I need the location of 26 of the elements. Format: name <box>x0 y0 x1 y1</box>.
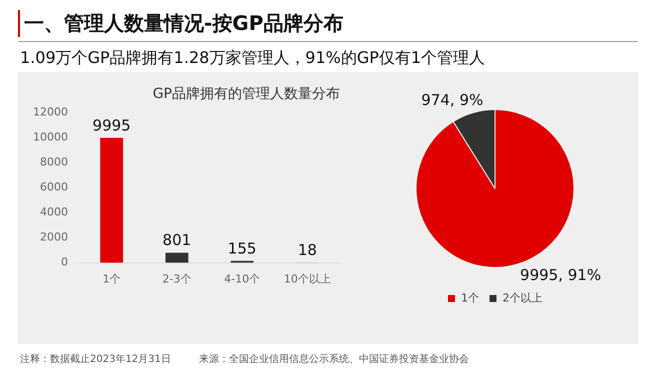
y-tick-label: 0 <box>60 256 68 269</box>
x-tick-label: 1个 <box>102 272 121 286</box>
legend-label: 1个 <box>461 291 479 304</box>
y-tick-label: 10000 <box>32 130 68 144</box>
y-tick-label: 8000 <box>40 156 68 169</box>
data-label: 155 <box>228 239 256 258</box>
y-tick-label: 6000 <box>40 180 68 194</box>
y-tick-label: 2000 <box>40 230 68 244</box>
chart-title: GP品牌拥有的管理人数量分布 <box>152 86 340 102</box>
data-label: 9995 <box>92 116 131 134</box>
data-label: 801 <box>162 231 192 250</box>
data-label: 974, 9% <box>421 90 484 109</box>
y-tick-label: 4000 <box>40 206 68 219</box>
y-tick-label: 12000 <box>32 106 68 119</box>
x-tick-label: 4-10个 <box>224 272 260 286</box>
source-note: 来源：全国企业信用信息公示系统、中国证券投资基金业协会 <box>198 354 469 365</box>
bar <box>100 138 124 263</box>
legend-label: 2个以上 <box>502 291 542 304</box>
data-label: 18 <box>298 240 317 259</box>
text: 1.09万个GP品牌拥有1.28万家管理人，91%的GP仅有1个管理人 <box>20 48 486 69</box>
text: 注释：数据截止2023年12月31日 <box>20 354 171 365</box>
bar <box>165 252 188 263</box>
x-tick-label: 2-3个 <box>162 272 192 286</box>
x-tick-label: 10个以上 <box>284 272 331 286</box>
data-label: 9995, 91% <box>520 266 602 284</box>
text: 一、管理人数量情况-按GP品牌分布 <box>18 10 638 37</box>
